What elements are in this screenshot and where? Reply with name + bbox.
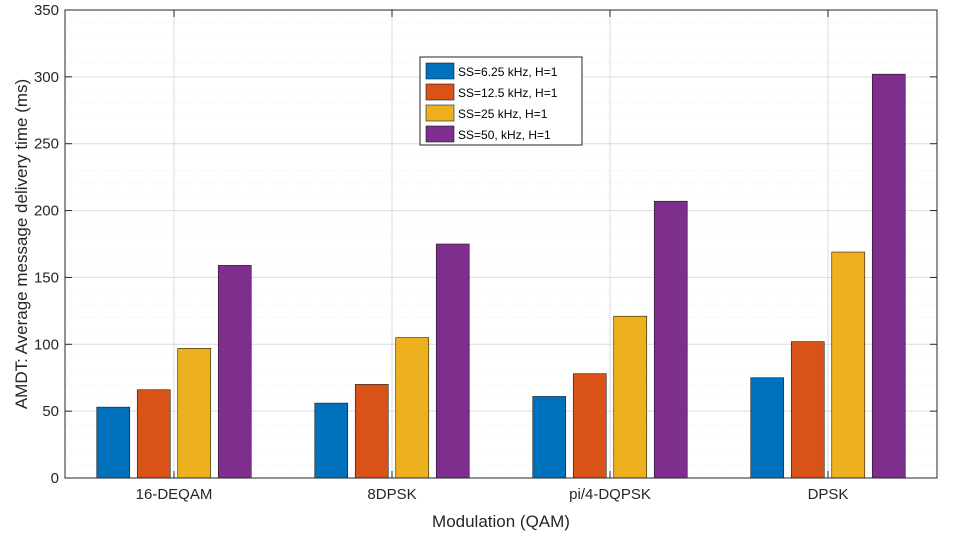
bar [314,402,349,479]
legend: SS=6.25 kHz, H=1 SS=12.5 kHz, H=1 SS=25 kH… [419,56,583,146]
bar [613,315,648,479]
bar [653,200,688,479]
x-axis-ticks: 16-DEQAM 8DPSK pi/4-DQPSK DPSK [136,10,849,503]
bar [395,337,430,479]
y-axis-label: AMDT: Average message delivery time (ms) [12,79,31,409]
x-tick-label: 8DPSK [367,486,416,503]
y-tick-label: 350 [34,2,59,19]
bar [572,373,607,479]
y-tick-label: 150 [34,269,59,286]
y-tick-label: 50 [42,403,59,420]
bars [96,73,906,479]
bar [750,377,785,479]
legend-label: SS=25 kHz, H=1 [458,107,548,121]
x-tick-label: 16-DEQAM [136,486,213,503]
x-tick-label: pi/4-DQPSK [569,486,651,503]
bar [96,406,131,479]
bar [790,341,825,479]
legend-label: SS=6.25 kHz, H=1 [458,65,558,79]
y-tick-label: 0 [51,470,59,487]
bar [136,389,171,479]
bar [871,73,906,479]
legend-swatch [425,125,455,143]
x-axis-label: Modulation (QAM) [432,512,570,531]
bar [435,243,470,479]
legend-label: SS=12.5 kHz, H=1 [458,86,558,100]
bar [831,251,866,479]
y-tick-label: 200 [34,203,59,220]
bar [354,384,389,479]
legend-swatch [425,83,455,101]
legend-swatch [425,62,455,80]
bar [177,347,212,479]
legend-swatch [425,104,455,122]
legend-label: SS=50, kHz, H=1 [458,128,551,142]
bar [217,265,252,479]
y-tick-label: 250 [34,136,59,153]
y-tick-label: 300 [34,69,59,86]
plot-frame [64,9,938,479]
y-axis-ticks: 0 50 100 150 200 250 300 350 [34,2,937,487]
bar [532,396,567,479]
x-tick-label: DPSK [808,486,849,503]
y-tick-label: 100 [34,336,59,353]
